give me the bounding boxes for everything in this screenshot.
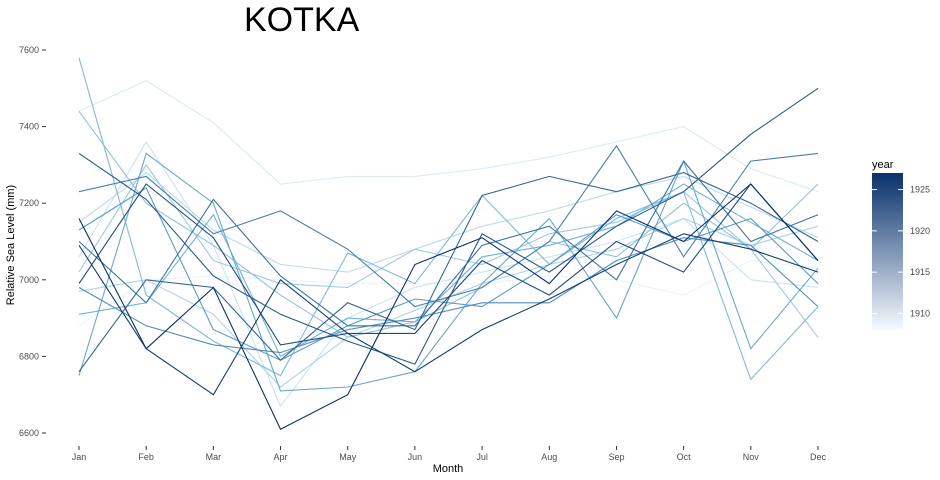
- x-tick-label: Jan: [72, 452, 87, 462]
- series-line-1916: [78, 57, 819, 381]
- y-axis-label: Relative Sea Level (mm): [5, 185, 17, 305]
- series-line-1919: [78, 187, 819, 361]
- series-line-1925: [78, 183, 819, 346]
- series-line-1911: [78, 140, 819, 408]
- legend-tick-label: 1915: [910, 267, 930, 277]
- series-line-1920: [78, 237, 819, 354]
- series-line-1918: [78, 152, 819, 392]
- x-tick-label: Aug: [541, 452, 557, 462]
- colorbar-legend: year 1910 1915 1920 1925: [872, 159, 930, 330]
- series-line-1924: [78, 87, 819, 365]
- x-tick-label: Oct: [677, 452, 692, 462]
- colorbar: [872, 173, 903, 330]
- x-tick-label: Jun: [408, 452, 423, 462]
- y-tick-label: 6800: [19, 351, 39, 361]
- series-line-1927: [78, 183, 819, 430]
- x-tick-label: Feb: [138, 452, 154, 462]
- legend-title: year: [872, 159, 894, 171]
- series-lines: [78, 57, 819, 430]
- y-tick-label: 7000: [19, 275, 39, 285]
- x-tick-label: Apr: [274, 452, 288, 462]
- series-line-1923: [78, 172, 819, 373]
- y-axis: 6600 6800 7000 7200 7400 7600: [19, 45, 46, 438]
- y-tick-label: 6600: [19, 428, 39, 438]
- x-tick-label: Mar: [206, 452, 222, 462]
- legend-tick-label: 1920: [910, 226, 930, 236]
- x-tick-label: Jul: [476, 452, 488, 462]
- y-tick-label: 7400: [19, 122, 39, 132]
- chart-title: KOTKA: [244, 1, 360, 39]
- series-line-1909: [78, 260, 819, 327]
- series-line-1910: [78, 79, 819, 193]
- x-axis-label: Month: [433, 463, 464, 475]
- x-tick-label: Sep: [608, 452, 624, 462]
- series-line-1922: [78, 160, 819, 327]
- y-tick-label: 7200: [19, 198, 39, 208]
- series-line-1915: [78, 110, 819, 338]
- x-tick-label: Dec: [810, 452, 827, 462]
- x-tick-label: Nov: [743, 452, 760, 462]
- series-line-1914: [78, 163, 819, 338]
- y-tick-label: 7600: [19, 45, 39, 55]
- legend-tick-label: 1925: [910, 185, 930, 195]
- legend-ticks: 1910 1915 1920 1925: [872, 185, 930, 318]
- x-tick-label: May: [339, 452, 357, 462]
- legend-tick-label: 1910: [910, 308, 930, 318]
- series-line-1926: [78, 233, 819, 396]
- x-axis: Jan Feb Mar Apr May Jun Jul Aug Sep Oct Nov Dec: [72, 446, 827, 462]
